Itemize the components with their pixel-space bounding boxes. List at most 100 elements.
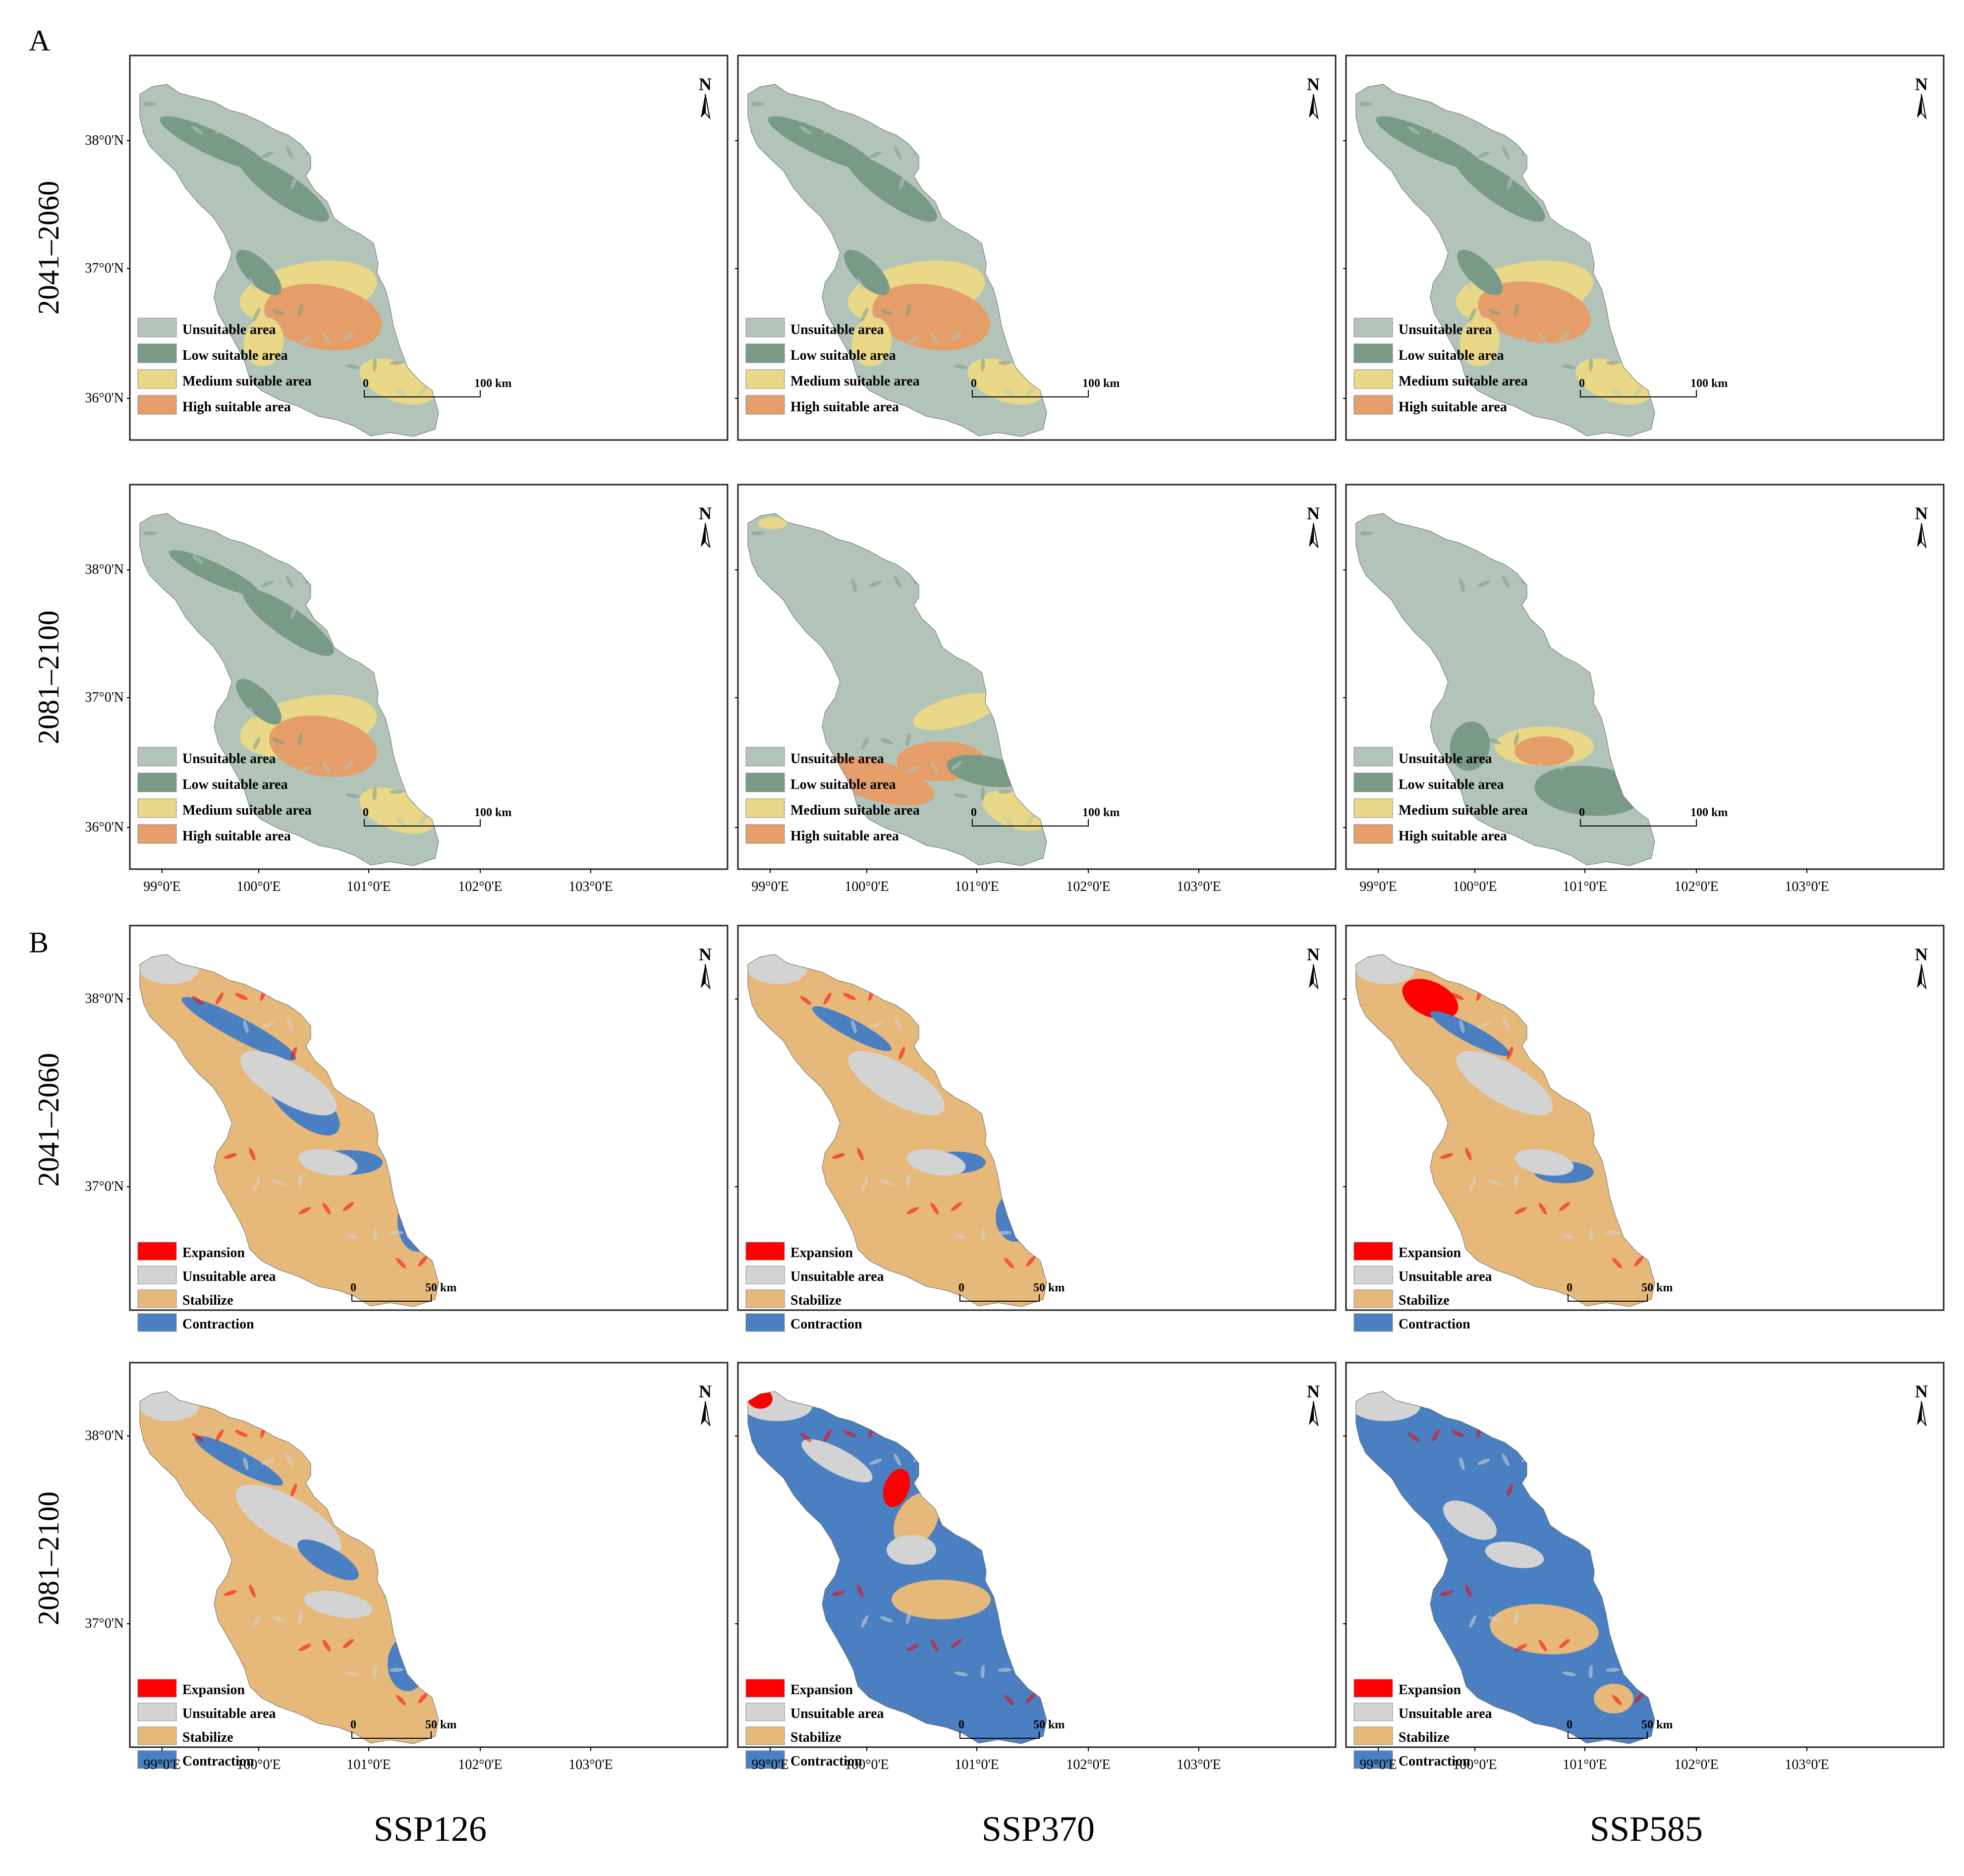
class-patch [1443,1500,1497,1540]
legend-swatch [137,1726,177,1745]
legend-item: Unsuitable area [1353,1703,1492,1721]
map-cell: N Unsuitable area Low suitable area Medium … [1343,55,1945,441]
basin-map [1355,513,1655,866]
legend-label: Low suitable area [1399,348,1504,363]
legend-label: Expansion [790,1245,853,1261]
lat-label: 38°0'N [85,991,124,1006]
legend-item: Expansion [745,1679,853,1698]
legend-label: Contraction [1399,1317,1470,1332]
legend-swatch [137,318,177,337]
north-label: N [1307,74,1320,94]
legend-label: Stabilize [182,1730,233,1745]
legend-item: Contraction [745,1313,862,1332]
lon-label: 99°0'E [143,1757,180,1772]
scale-bar: 0 100 km [971,377,1120,397]
legend-swatch [745,318,785,337]
lon-label: 103°0'E [1177,879,1221,894]
legend-swatch [137,369,177,389]
north-arrow-icon: N [699,1381,712,1427]
legend-label: Stabilize [790,1293,842,1308]
class-patch [851,317,892,367]
legend-item: Medium suitable area [137,798,312,818]
legend-label: Stabilize [790,1730,842,1745]
north-arrow-icon: N [699,944,712,990]
north-arrow-icon: N [1307,1381,1320,1427]
legend-item: Stabilize [137,1726,233,1745]
lon-label: 100°0'E [844,1757,889,1772]
legend-label: Medium suitable area [1399,803,1528,818]
legend-swatch [1353,1679,1393,1698]
legend-swatch [745,747,785,767]
north-label: N [1915,74,1928,94]
lon-label: 103°0'E [1785,1757,1829,1772]
legend-swatch [1353,1703,1393,1721]
legend-swatch [137,1266,177,1284]
class-patch [1457,250,1503,295]
legend-label: Medium suitable area [182,374,312,389]
class-patch [892,1580,991,1619]
legend-item: Unsuitable area [137,1703,276,1721]
class-patch [1454,155,1545,222]
class-patch [1515,736,1574,766]
lat-label: 37°0'N [85,690,124,705]
legend-item: Contraction [137,1313,254,1332]
legend-swatch [745,1313,785,1332]
class-patch [846,155,937,222]
lon-label: 100°0'E [236,879,281,894]
class-patch [181,996,296,1061]
scale-bar: 0 50 km [350,1718,456,1739]
legend-swatch [745,343,785,363]
legend-label: High suitable area [182,399,291,415]
scale-end: 100 km [474,806,511,819]
legend-item: Unsuitable area [137,318,276,337]
legend-swatch [137,343,177,363]
north-label: N [1915,944,1928,964]
legend-label: Medium suitable area [790,803,920,818]
panel-label: B [29,926,49,959]
scale-bar: 0 50 km [350,1281,456,1302]
basin-map [747,1391,1047,1744]
north-arrow-icon: N [1307,503,1320,549]
legend-item: Stabilize [137,1289,233,1308]
class-patch [303,1591,373,1618]
legend-label: Unsuitable area [790,1706,884,1721]
scale-end: 100 km [474,377,511,390]
legend-swatch [137,772,177,792]
legend-item: Unsuitable area [137,747,276,767]
scale-start: 0 [971,377,977,390]
legend-item: Contraction [1353,1750,1470,1769]
legend-label: Expansion [1399,1682,1461,1698]
panel-label: A [29,24,50,57]
lon-label: 102°0'E [458,1757,502,1772]
legend-swatch [1353,369,1393,389]
north-arrow-icon: N [1915,1381,1928,1427]
legend-label: Stabilize [182,1293,233,1308]
class-patch [1430,1011,1510,1056]
legend-item: Low suitable area [1353,772,1504,792]
legend-item: Low suitable area [137,772,288,792]
north-label: N [1915,503,1928,523]
legend-label: Expansion [1399,1245,1461,1261]
lon-label: 103°0'E [1785,879,1829,894]
class-patch [238,155,329,222]
scenario-label: SSP585 [1590,1809,1703,1849]
legend-label: High suitable area [1399,828,1507,844]
legend-item: Stabilize [745,1726,842,1745]
legend-item: Low suitable area [1353,343,1504,363]
class-patch [1515,1149,1574,1176]
legend-item: Medium suitable area [1353,798,1528,818]
legend-label: Low suitable area [790,777,896,792]
scale-start: 0 [1567,1718,1572,1731]
legend-swatch [745,1289,785,1308]
legend-item: Medium suitable area [745,369,920,389]
legend-label: Contraction [790,1754,862,1769]
legend-swatch [745,1242,785,1261]
legend-label: Unsuitable area [182,1269,276,1284]
class-patch [297,1539,359,1581]
lon-label: 100°0'E [1453,879,1497,894]
lon-label: 101°0'E [954,1757,999,1772]
lat-label: 37°0'N [85,1179,124,1194]
scale-end: 100 km [1690,377,1728,390]
class-patch [236,250,281,295]
